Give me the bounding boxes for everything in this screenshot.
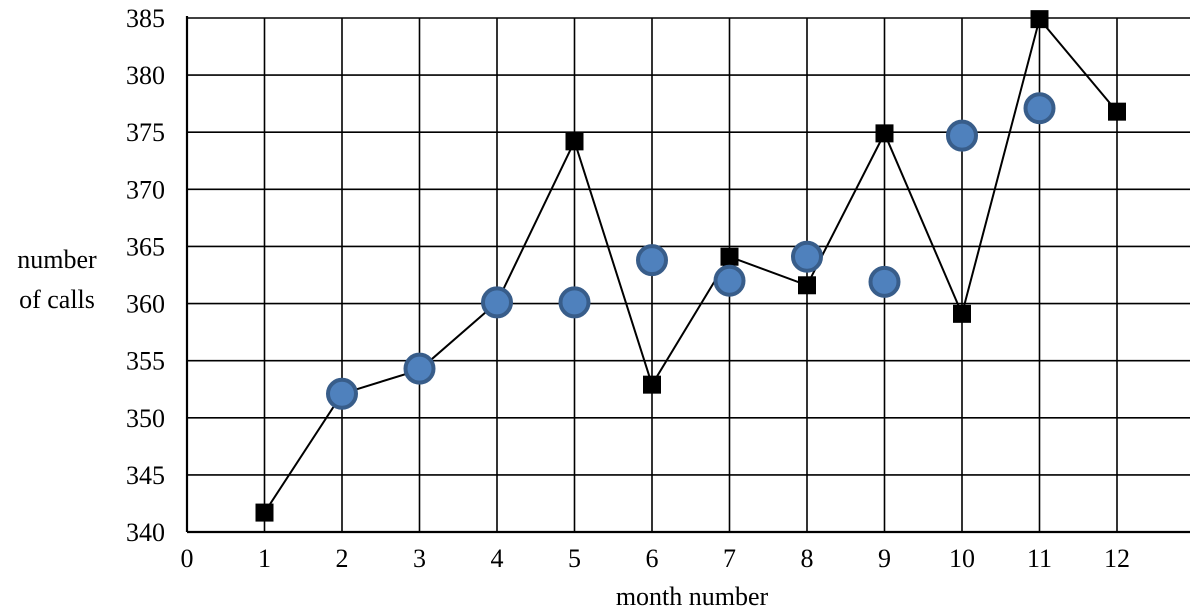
x-tick-label: 1 bbox=[258, 544, 271, 573]
circle-marker bbox=[558, 286, 591, 319]
y-axis-title-line-2: of calls bbox=[19, 285, 95, 314]
x-tick-label: 11 bbox=[1027, 544, 1052, 573]
x-tick-label: 5 bbox=[568, 544, 581, 573]
square-marker bbox=[1108, 102, 1126, 121]
y-tick-label: 365 bbox=[126, 232, 165, 261]
y-tick-label: 355 bbox=[126, 347, 165, 376]
circle-marker bbox=[1023, 92, 1056, 125]
square-marker bbox=[798, 276, 816, 295]
y-tick-label: 360 bbox=[126, 290, 165, 319]
y-tick-label: 375 bbox=[126, 118, 165, 147]
x-tick-label: 6 bbox=[646, 544, 659, 573]
circle-marker bbox=[713, 264, 746, 297]
y-tick-label: 345 bbox=[126, 461, 165, 490]
x-tick-label: 9 bbox=[878, 544, 891, 573]
x-tick-label: 3 bbox=[413, 544, 426, 573]
x-tick-label: 10 bbox=[949, 544, 975, 573]
circle-marker bbox=[868, 265, 901, 298]
x-tick-label: 7 bbox=[723, 544, 736, 573]
x-tick-label: 0 bbox=[181, 544, 194, 573]
circle-marker bbox=[636, 244, 668, 277]
series-line bbox=[263, 17, 1118, 514]
square-marker bbox=[1030, 10, 1049, 29]
x-tick-label: 4 bbox=[491, 544, 504, 573]
y-tick-label: 350 bbox=[126, 404, 165, 433]
y-tick-label: 340 bbox=[126, 518, 165, 547]
tick-labels: 0 1 2 3 4 5 6 7 8 9 10 11 12340345350355360365370375… bbox=[126, 4, 1130, 573]
square-marker bbox=[720, 247, 739, 266]
y-tick-label: 385 bbox=[126, 4, 165, 33]
circle-marker bbox=[326, 377, 358, 410]
square-marker bbox=[565, 132, 584, 151]
circle-marker bbox=[946, 119, 978, 152]
square-marker bbox=[255, 503, 274, 522]
x-axis-title: month number bbox=[616, 582, 769, 611]
series-lines bbox=[263, 17, 1118, 514]
y-tick-label: 380 bbox=[126, 61, 165, 90]
y-axis-title-line-1: number bbox=[17, 245, 97, 274]
y-tick-label: 370 bbox=[126, 175, 165, 204]
circle-marker bbox=[791, 240, 823, 273]
x-tick-label: 12 bbox=[1104, 544, 1130, 573]
x-tick-label: 2 bbox=[336, 544, 349, 573]
data-markers bbox=[255, 10, 1126, 522]
square-marker bbox=[643, 375, 661, 394]
square-marker bbox=[953, 304, 971, 323]
circle-marker bbox=[481, 286, 513, 319]
circle-marker bbox=[403, 352, 436, 385]
x-tick-label: 8 bbox=[801, 544, 814, 573]
square-marker bbox=[875, 124, 894, 143]
